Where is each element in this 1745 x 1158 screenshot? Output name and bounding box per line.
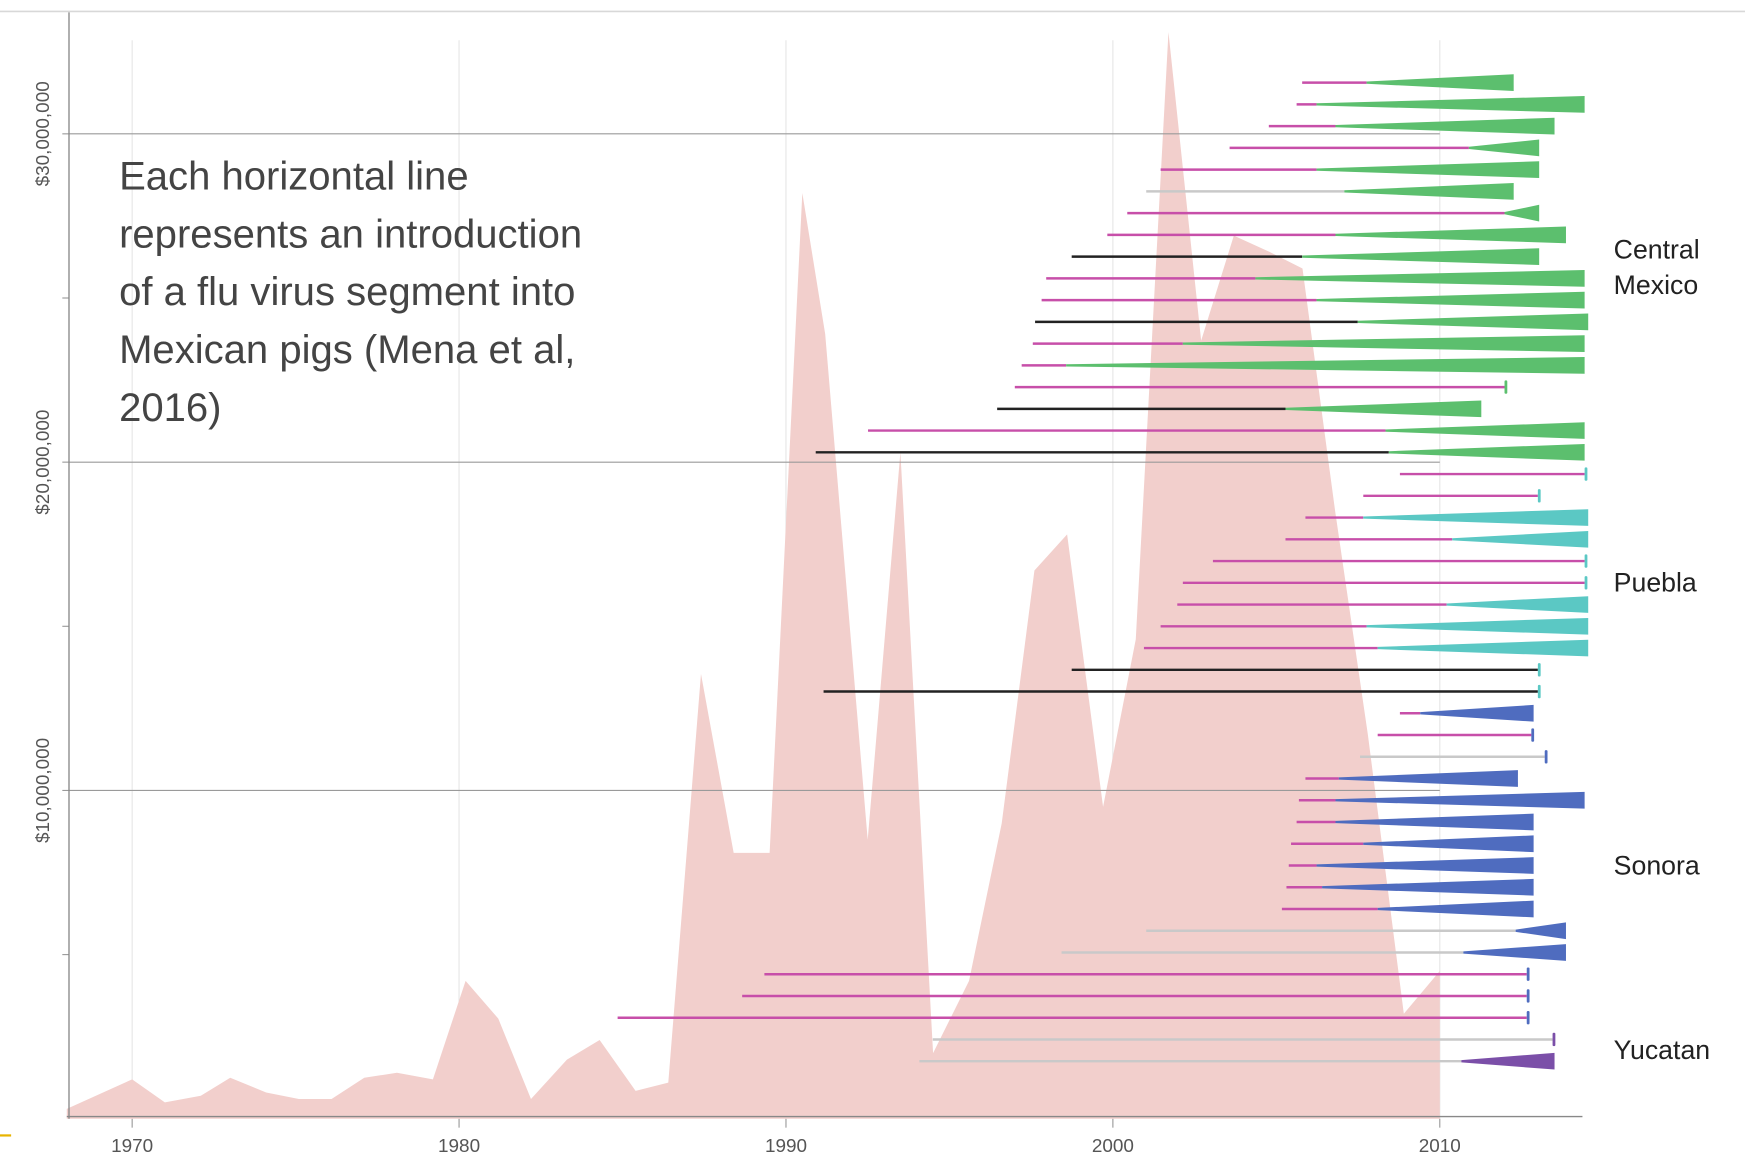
x-tick-label: 1980 [438,1136,480,1157]
introduction-tick [1544,750,1548,764]
introduction-wedge [1285,400,1482,418]
annotation: 2016) [119,386,221,430]
introduction-wedge [1182,335,1585,352]
introduction-wedge [1463,944,1566,961]
introduction-tick [1537,489,1541,503]
x-tick-label: 1970 [111,1136,153,1157]
introduction-wedge [1452,530,1589,548]
introduction-tick [1537,663,1541,677]
introduction-wedge [1388,443,1585,461]
introduction-wedge [1066,357,1585,374]
region-label: Mexico [1614,270,1699,300]
introduction-wedge [1377,639,1589,657]
introduction-tick [1531,728,1535,742]
y-tick-label: $20,000,000 [33,410,54,515]
y-tick-label: $10,000,000 [33,738,54,843]
introduction-wedge [1316,291,1585,309]
introduction-tick [1526,989,1530,1003]
annotation: Mexican pigs (Mena et al, [119,328,575,372]
introduction-wedge [1446,596,1589,613]
introduction-wedge [1363,509,1589,526]
introduction-wedge [1335,226,1566,244]
x-tick-label: 1990 [765,1136,807,1157]
introduction-wedge [1366,74,1514,92]
introduction-wedge [1344,183,1514,200]
introduction-wedge [1338,770,1518,787]
annotation: Each horizontal line [119,154,469,198]
introduction-wedge [1255,270,1585,287]
introduction-tick [1584,467,1588,481]
region-label: Yucatan [1614,1035,1710,1065]
introduction-wedge [1461,1052,1555,1070]
introduction-wedge [1322,878,1534,896]
y-tick-label: $30,000,000 [33,81,54,186]
introduction-wedge [1377,900,1534,918]
introduction-wedge [1335,791,1585,809]
introduction-wedge [1420,704,1534,722]
introduction-tick [1537,684,1541,699]
introduction-wedge [1363,835,1534,853]
region-label: Puebla [1614,568,1697,598]
x-tick-label: 2000 [1092,1136,1134,1157]
introduction-wedge [1316,161,1540,178]
annotation: of a flu virus segment into [119,270,575,314]
area [66,32,1440,1119]
introduction-tick [1526,1011,1530,1025]
introduction-tick [1584,576,1588,590]
introduction-tick [1504,380,1508,394]
introduction-tick [1526,967,1530,981]
introduction-wedge [1504,204,1540,222]
introduction-wedge [1302,248,1540,265]
introduction-wedge [1385,422,1585,439]
introduction-wedge [1515,922,1566,940]
region-label: Central [1614,235,1700,265]
introduction-tick [1552,1032,1556,1047]
introduction-wedge [1335,813,1534,831]
annotation: represents an introduction [119,212,582,256]
introduction-wedge [1316,857,1534,874]
region-label: Sonora [1614,850,1700,880]
introduction-wedge [1366,617,1589,635]
introduction-tick [1584,554,1588,568]
x-tick-label: 2010 [1419,1136,1461,1157]
introduction-wedge [1316,96,1585,113]
introduction-wedge [1357,313,1589,331]
introduction-wedge [1335,117,1555,135]
introduction-wedge [1468,139,1540,157]
